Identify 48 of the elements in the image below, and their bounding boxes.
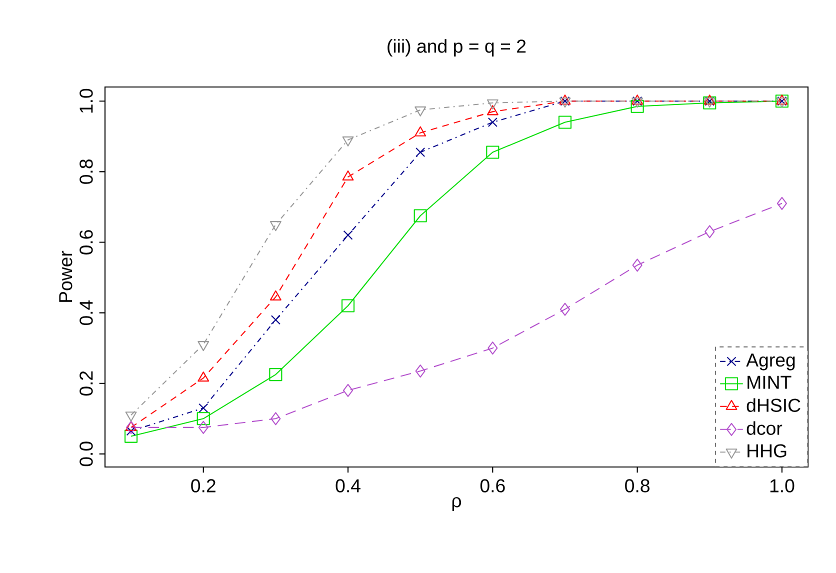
point [342,384,354,397]
legend-label: HHG [748,444,786,458]
x-tick-label: 0.8 [625,479,650,492]
point [486,105,498,116]
x-tick-label: 0.2 [191,479,216,492]
point [486,146,500,159]
point [414,209,427,222]
point [415,364,426,378]
x-tick-label: 1.0 [770,479,794,492]
point [196,412,210,426]
legend-label: dcor [746,421,782,435]
legend-label: dHSIC [746,398,800,412]
point [269,368,282,382]
point [488,342,498,355]
point [198,420,208,434]
point [270,412,281,426]
chart-title: (iii) and p = q = 2 [388,39,526,56]
x-tick-label: 0.4 [336,479,360,492]
y-tick-label: 0.0 [80,442,93,466]
point [270,315,280,325]
x-tick-label: 0.6 [480,479,505,492]
point [560,302,570,316]
point [488,117,498,128]
point [632,258,642,272]
y-tick-label: 1.0 [80,88,93,113]
point [125,420,137,432]
point [414,126,426,136]
point [343,230,353,240]
point [198,403,208,413]
point [558,116,572,129]
point [776,196,787,210]
point [126,426,136,436]
y-axis-title: Power [59,250,72,302]
point [270,290,282,300]
x-axis-title: ρ [452,497,462,512]
legend-label: MINT [748,376,792,389]
point [341,299,355,312]
point [704,225,715,238]
y-tick-label: 0.6 [80,230,93,254]
point [198,372,210,382]
y-tick-label: 0.4 [80,300,93,326]
y-tick-label: 0.2 [80,371,93,396]
point [630,100,644,113]
point [126,420,136,434]
point [342,170,354,180]
y-tick-label: 0.8 [80,159,93,184]
point [416,147,426,158]
legend-label: Agreg [746,354,795,370]
